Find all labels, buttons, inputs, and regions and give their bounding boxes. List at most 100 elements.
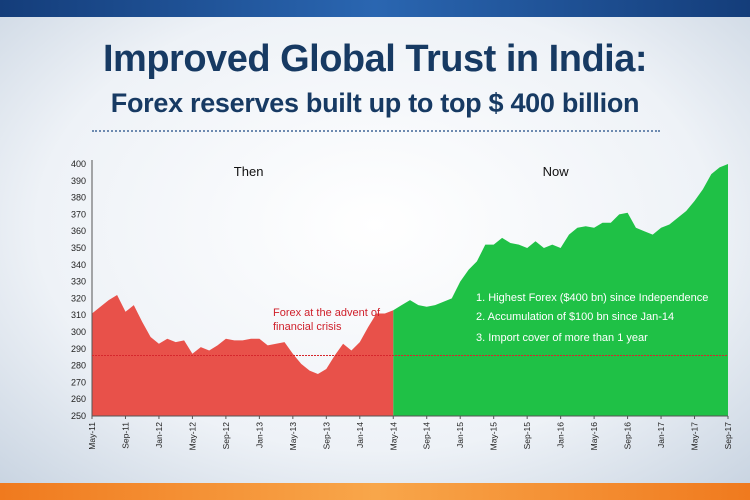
data-point-Mar-15: [476, 261, 478, 263]
x-tick-label: May-13: [288, 422, 298, 451]
data-point-Jul-17: [711, 173, 713, 175]
data-point-May-13: [292, 353, 294, 355]
data-point-Dec-13: [351, 350, 353, 352]
x-tick-label: Sep-12: [221, 422, 231, 450]
data-point-Jul-13: [309, 370, 311, 372]
data-point-Jun-14: [401, 304, 403, 306]
y-tick-label: 360: [71, 226, 86, 236]
data-point-Oct-15: [535, 241, 537, 243]
data-point-May-14: [393, 309, 395, 311]
data-point-Aug-17: [719, 167, 721, 169]
data-point-Jan-16: [560, 247, 562, 249]
data-point-Apr-13: [284, 341, 286, 343]
data-point-Jan-17: [660, 227, 662, 229]
x-tick-label: May-14: [388, 422, 398, 451]
data-point-Jan-13: [259, 338, 261, 340]
x-tick-label: May-11: [87, 422, 97, 450]
data-point-Sep-15: [526, 247, 528, 249]
fact-1: 1. Highest Forex ($400 bn) since Indepen…: [476, 292, 708, 304]
data-point-Feb-12: [167, 338, 169, 340]
data-point-Jan-14: [359, 341, 361, 343]
data-point-Jun-15: [501, 237, 503, 239]
x-tick-label: Jan-16: [556, 422, 566, 448]
x-tick-label: May-17: [690, 422, 700, 451]
data-point-Oct-11: [133, 304, 135, 306]
y-tick-label: 370: [71, 209, 86, 219]
data-point-Jun-13: [300, 363, 302, 365]
period-label-then: Then: [234, 164, 264, 179]
data-point-Sep-17: [727, 163, 729, 165]
data-point-Aug-13: [317, 373, 319, 375]
data-point-Jul-11: [108, 299, 110, 301]
data-point-May-15: [493, 244, 495, 246]
data-point-Sep-13: [326, 368, 328, 370]
y-tick-label: 330: [71, 277, 86, 287]
data-point-Dec-14: [451, 298, 453, 300]
x-tick-label: May-16: [589, 422, 599, 451]
data-point-Mar-13: [275, 343, 277, 345]
data-point-Feb-15: [468, 269, 470, 271]
data-point-Mar-16: [577, 227, 579, 229]
data-point-Sep-11: [125, 311, 127, 313]
x-tick-label: May-15: [489, 422, 499, 451]
chart-subtitle: Forex reserves built up to top $ 400 bil…: [110, 88, 640, 118]
area-now: [393, 164, 728, 416]
y-tick-label: 300: [71, 327, 86, 337]
data-point-Apr-17: [685, 210, 687, 212]
y-tick-label: 350: [71, 243, 86, 253]
data-point-Jun-12: [200, 346, 202, 348]
data-point-May-12: [192, 353, 194, 355]
data-point-Aug-14: [418, 304, 420, 306]
data-point-Feb-17: [669, 224, 671, 226]
data-point-Aug-11: [116, 294, 118, 296]
y-tick-label: 280: [71, 361, 86, 371]
data-point-Aug-16: [618, 214, 620, 216]
y-tick-label: 260: [71, 394, 86, 404]
data-point-Sep-14: [426, 306, 428, 308]
x-tick-label: May-12: [187, 422, 197, 451]
x-tick-label: Sep-13: [321, 422, 331, 450]
data-point-Oct-16: [635, 227, 637, 229]
data-point-Sep-16: [627, 212, 629, 214]
x-tick-label: Jan-12: [154, 422, 164, 448]
y-tick-label: 310: [71, 310, 86, 320]
y-tick-label: 250: [71, 411, 86, 421]
data-point-Nov-15: [543, 247, 545, 249]
y-tick-label: 270: [71, 377, 86, 387]
x-tick-label: Jan-13: [254, 422, 264, 448]
x-tick-label: Sep-15: [522, 422, 532, 450]
fact-2: 2. Accumulation of $100 bn since Jan-14: [476, 311, 674, 323]
y-tick-label: 290: [71, 344, 86, 354]
data-point-Mar-17: [677, 217, 679, 219]
data-point-Feb-14: [367, 326, 369, 328]
data-point-Nov-16: [644, 230, 646, 232]
data-point-Jun-17: [702, 188, 704, 190]
data-point-May-16: [593, 227, 595, 229]
data-point-Dec-11: [150, 336, 152, 338]
data-point-Jul-16: [610, 222, 612, 224]
y-tick-label: 390: [71, 176, 86, 186]
data-point-Nov-14: [443, 301, 445, 303]
data-point-Jun-11: [100, 306, 102, 308]
y-tick-label: 380: [71, 193, 86, 203]
y-tick-label: 400: [71, 159, 86, 169]
x-tick-label: Sep-16: [623, 422, 633, 450]
data-point-Aug-15: [518, 244, 520, 246]
data-point-Oct-12: [234, 340, 236, 342]
data-point-Apr-15: [485, 244, 487, 246]
x-tick-label: Sep-17: [723, 422, 733, 450]
annotation-line-2: financial crisis: [273, 321, 342, 333]
data-point-Nov-12: [242, 340, 244, 342]
annotation-line-1: Forex at the advent of: [273, 307, 381, 319]
data-point-Apr-14: [384, 313, 386, 315]
y-tick-label: 320: [71, 293, 86, 303]
data-point-Jul-15: [510, 242, 512, 244]
data-point-Jan-12: [158, 343, 160, 345]
data-point-Dec-15: [552, 244, 554, 246]
y-tick-label: 340: [71, 260, 86, 270]
data-point-Jul-14: [409, 299, 411, 301]
x-tick-label: Sep-14: [422, 422, 432, 450]
data-point-May-17: [694, 200, 696, 202]
